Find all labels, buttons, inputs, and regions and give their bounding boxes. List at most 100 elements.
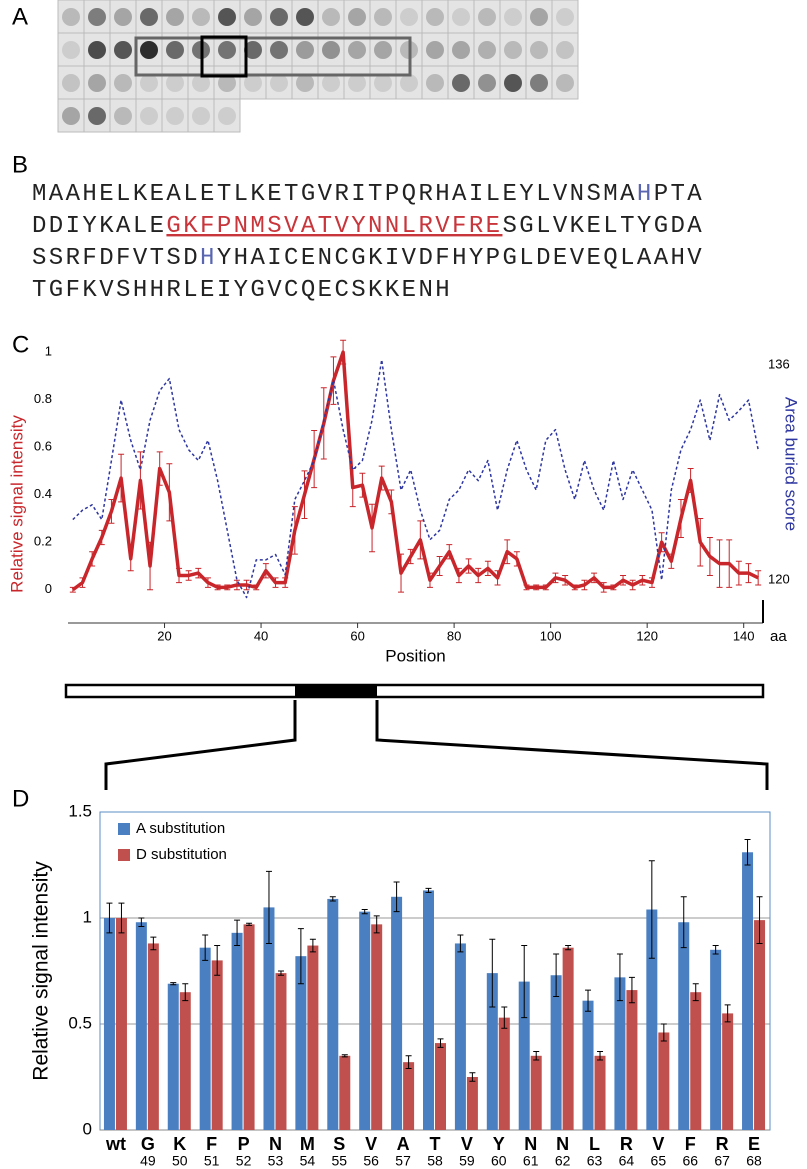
x-tick-label: M [300,1134,315,1154]
bar [710,949,722,1130]
x-tick-label: L [589,1134,600,1154]
sequence: MAAHELKEALETLKETGVRITPQRHAILEYLVNSMAHPTA… [32,181,704,304]
y2-tick-label: 136 [768,357,790,372]
bar [646,909,658,1130]
y-tick-label: 0.5 [68,1013,92,1032]
legend-label: D substitution [136,846,227,863]
blot-dot [504,74,522,92]
blot-dot [504,8,522,26]
bar [275,973,287,1130]
x-tick-number: 60 [491,1153,507,1169]
y-tick-label: 0 [83,1119,92,1138]
error-bar [660,1023,667,1042]
bar [454,943,466,1130]
blot-dot [426,8,444,26]
error-bar [361,909,368,915]
error-bar [756,896,763,944]
error-bar [150,936,157,951]
bar [339,1055,351,1130]
error-bar [680,896,687,949]
x-tick-label: F [685,1134,696,1154]
sequence-segment: YHAICENCGKIVDFHYPGLDEVEQLAAHV [217,245,704,272]
blot-dot [114,107,132,125]
blot-dot [114,41,132,59]
blot-dot [426,41,444,59]
bar [403,1062,415,1130]
error-bar [170,982,177,986]
sequence-line: SSRFDFVTSDHYHAICENCGKIVDFHYPGLDEVEQLAAHV [32,245,704,272]
sequence-segment: H [637,181,654,208]
error-bar [533,1051,540,1061]
bar [486,973,498,1130]
error-bar [265,870,272,944]
bar [498,1017,510,1130]
y2-tick-label: 120 [768,571,790,586]
blot-dot [556,41,574,59]
blot-dot [114,8,132,26]
bar [678,922,690,1130]
bar [423,890,434,1130]
error-bar [182,983,189,1002]
bar [179,992,191,1130]
bracket [375,700,769,790]
legend-swatch [118,849,130,861]
y2-axis-label: Area buried score [782,397,801,531]
x-tick-label: A [397,1134,410,1154]
error-bar [393,881,400,913]
error-bar [616,953,623,1002]
panel-label: D [12,785,29,812]
blot-dot [400,8,418,26]
x-tick-label: V [365,1134,377,1154]
chart-c: 20 40 60 80 100 120 140 0 0.2 0.4 0.6 0.8 1 120 136 Pos… [7,339,801,665]
panel-label: A [12,3,28,30]
bar [626,990,638,1130]
blot-dot [140,41,158,59]
error-bar [565,945,572,951]
blot-dot [88,74,106,92]
sequence-segment: MAAHELKEALETLKETGVRITPQRHAILEYLVNSMA [32,181,637,208]
error-bar [106,902,113,934]
error-bar [309,938,316,953]
bar [614,977,626,1130]
blot-dot [166,8,184,26]
error-bar [329,896,336,902]
blot-dot [218,107,236,125]
x-tick-label: E [748,1134,760,1154]
bracket [104,700,297,790]
blot-dot [192,107,210,125]
blot-dot [140,74,158,92]
blot-dot [270,74,288,92]
x-tick-label: V [461,1134,473,1154]
bar [722,1013,734,1130]
protein-bar [64,683,765,699]
bar [690,992,702,1130]
x-tick-label: 60 [350,628,364,643]
legend-label: A substitution [136,820,225,837]
blot-dot [166,107,184,125]
blot-dot [478,74,496,92]
x-tick-label: S [333,1134,345,1154]
blot-dot [88,41,106,59]
error-bar [724,1004,731,1023]
panel-label: C [12,331,29,358]
x-tick-label: N [524,1134,537,1154]
blot-dot [374,74,392,92]
error-bar [521,945,528,1019]
bar [518,981,530,1130]
x-unit-label: aa [770,628,787,645]
blot-dot [62,107,80,125]
error-bar [214,945,221,976]
error-bar [755,570,762,586]
blot-dot [218,74,236,92]
x-tick-label: 140 [733,628,755,643]
sequence-line: TGFKVSHHRLEIYGVCQECSKKENH [32,277,452,304]
blot-dot [62,74,80,92]
x-tick-label: P [238,1134,250,1154]
blot-dot [244,41,262,59]
bar [754,920,766,1130]
blot-dot [556,74,574,92]
bar [391,896,403,1130]
blot-dot [218,8,236,26]
x-tick-label: 100 [540,628,562,643]
